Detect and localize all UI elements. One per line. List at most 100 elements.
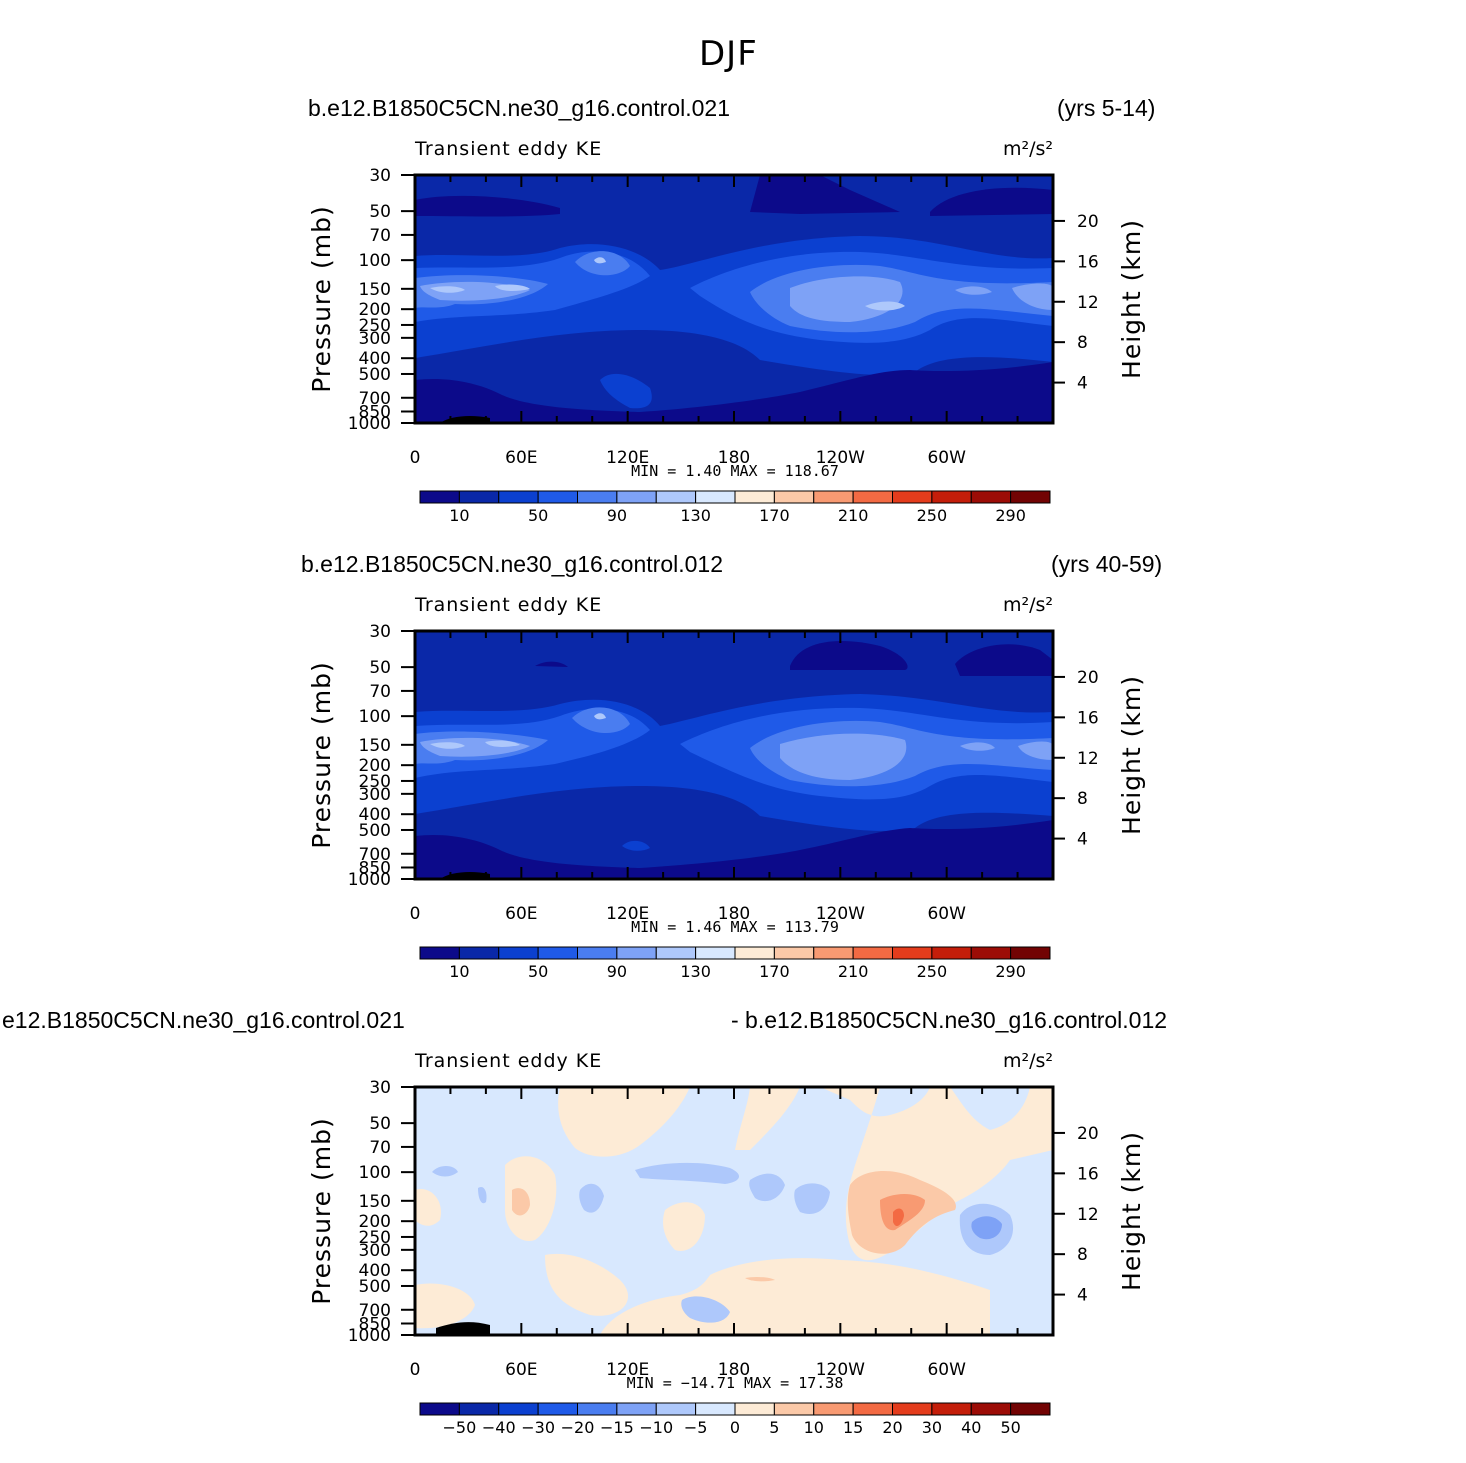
case-left-3: e12.B1850C5CN.ne30_g16.control.021 <box>2 1007 405 1033</box>
x-tick-label: 120E <box>606 1360 649 1380</box>
panel-2-field <box>415 631 1053 879</box>
colorbar-swatch <box>498 1402 539 1416</box>
x-tick-label: 0 <box>410 1360 421 1380</box>
colorbar-swatch <box>970 946 1012 960</box>
y-tick-label: 100 <box>359 251 391 271</box>
y2-tick-label: 8 <box>1077 333 1088 353</box>
colorbar-label: −50 <box>442 1418 476 1437</box>
y2-tick-label: 4 <box>1077 374 1088 394</box>
y-tick-label: 300 <box>359 1241 391 1261</box>
colorbar-swatch <box>970 490 1012 504</box>
y-tick-label: 100 <box>359 707 391 727</box>
case-left-2: b.e12.B1850C5CN.ne30_g16.control.012 <box>301 551 723 577</box>
y2-axis-title: Height (km) <box>1117 219 1146 379</box>
y-tick-label: 700 <box>359 1301 391 1321</box>
colorbar-swatch <box>537 1402 578 1416</box>
x-tick-label: 120W <box>816 1360 865 1380</box>
colorbar-swatch <box>734 1402 775 1416</box>
units-label: m²/s² <box>1003 594 1053 616</box>
x-tick-label: 120E <box>606 448 649 468</box>
panel-title: Transient eddy KE <box>414 1050 602 1072</box>
colorbar-swatch <box>931 490 972 504</box>
x-tick-label: 60E <box>505 904 537 924</box>
y-tick-label: 1000 <box>348 1326 391 1346</box>
y2-tick-label: 20 <box>1077 212 1099 232</box>
colorbar-swatch <box>419 946 460 960</box>
colorbar-label: 90 <box>607 506 627 525</box>
colorbar-swatch <box>1010 1402 1051 1416</box>
colorbar-swatch <box>458 1402 500 1416</box>
y2-tick-label: 8 <box>1077 1245 1088 1265</box>
x-tick-label: 0 <box>410 904 421 924</box>
y2-tick-label: 12 <box>1077 293 1099 313</box>
y-tick-label: 50 <box>369 1114 391 1134</box>
y-tick-label: 500 <box>359 365 391 385</box>
y-tick-label: 500 <box>359 1277 391 1297</box>
y2-tick-label: 16 <box>1077 1164 1099 1184</box>
y-tick-label: 300 <box>359 785 391 805</box>
colorbar-swatch <box>773 1402 815 1416</box>
x-tick-label: 120W <box>816 448 865 468</box>
colorbar-label: 210 <box>838 506 869 525</box>
y-tick-label: 400 <box>359 349 391 369</box>
y-tick-label: 150 <box>359 1192 391 1212</box>
colorbar-swatch <box>931 1402 972 1416</box>
units-label: m²/s² <box>1003 138 1053 160</box>
x-tick-label: 180 <box>718 904 750 924</box>
y2-tick-label: 20 <box>1077 668 1099 688</box>
x-tick-label: 0 <box>410 448 421 468</box>
figure-title: DJF <box>699 34 758 74</box>
x-tick-label: 120W <box>816 904 865 924</box>
min-max-label: MIN = 1.40 MAX = 118.67 <box>631 462 839 480</box>
y-tick-label: 200 <box>359 756 391 776</box>
y-tick-label: 70 <box>369 682 391 702</box>
y-tick-label: 400 <box>359 1261 391 1281</box>
colorbar-swatch <box>773 946 815 960</box>
colorbar-label: 0 <box>730 1418 740 1437</box>
colorbar-swatch <box>931 946 972 960</box>
colorbar-swatch <box>695 1402 736 1416</box>
colorbar-swatch <box>970 1402 1012 1416</box>
colorbar-swatch <box>773 490 815 504</box>
x-tick-label: 180 <box>718 448 750 468</box>
colorbar-swatch <box>734 490 775 504</box>
colorbar-label: 40 <box>961 1418 981 1437</box>
x-tick-label: 60W <box>927 448 966 468</box>
colorbar-label: −30 <box>521 1418 555 1437</box>
y-tick-label: 850 <box>359 1315 391 1335</box>
y2-tick-label: 16 <box>1077 252 1099 272</box>
x-tick-label: 60W <box>927 1360 966 1380</box>
y-axis-title: Pressure (mb) <box>307 661 336 848</box>
y-tick-label: 250 <box>359 772 391 792</box>
min-max-label: MIN = 1.46 MAX = 113.79 <box>631 918 839 936</box>
panel-title: Transient eddy KE <box>414 594 602 616</box>
y-tick-label: 50 <box>369 658 391 678</box>
case-right-2: (yrs 40-59) <box>1051 551 1163 577</box>
colorbar-label: 50 <box>528 962 548 981</box>
y-tick-label: 50 <box>369 202 391 222</box>
colorbar-label: −15 <box>600 1418 634 1437</box>
y2-tick-label: 16 <box>1077 708 1099 728</box>
colorbar-label: 290 <box>995 506 1026 525</box>
x-tick-label: 60E <box>505 1360 537 1380</box>
colorbar-swatch <box>1010 946 1051 960</box>
colorbar-swatch <box>616 490 657 504</box>
colorbar-swatch <box>892 490 933 504</box>
y2-tick-label: 12 <box>1077 749 1099 769</box>
colorbar-swatch <box>419 1402 460 1416</box>
colorbar-label: 290 <box>995 962 1026 981</box>
y-tick-label: 30 <box>369 166 391 186</box>
colorbar-label: 130 <box>680 962 711 981</box>
colorbar-label: 250 <box>917 506 948 525</box>
y-axis-title: Pressure (mb) <box>307 1117 336 1304</box>
colorbar-label: 15 <box>843 1418 863 1437</box>
colorbar-label: 90 <box>607 962 627 981</box>
colorbar-swatch <box>616 946 657 960</box>
colorbar-swatch <box>655 946 697 960</box>
colorbar-swatch <box>695 490 736 504</box>
case-right-3: - b.e12.B1850C5CN.ne30_g16.control.012 <box>731 1007 1168 1033</box>
y-tick-label: 1000 <box>348 414 391 434</box>
x-tick-label: 60E <box>505 448 537 468</box>
y-tick-label: 250 <box>359 316 391 336</box>
